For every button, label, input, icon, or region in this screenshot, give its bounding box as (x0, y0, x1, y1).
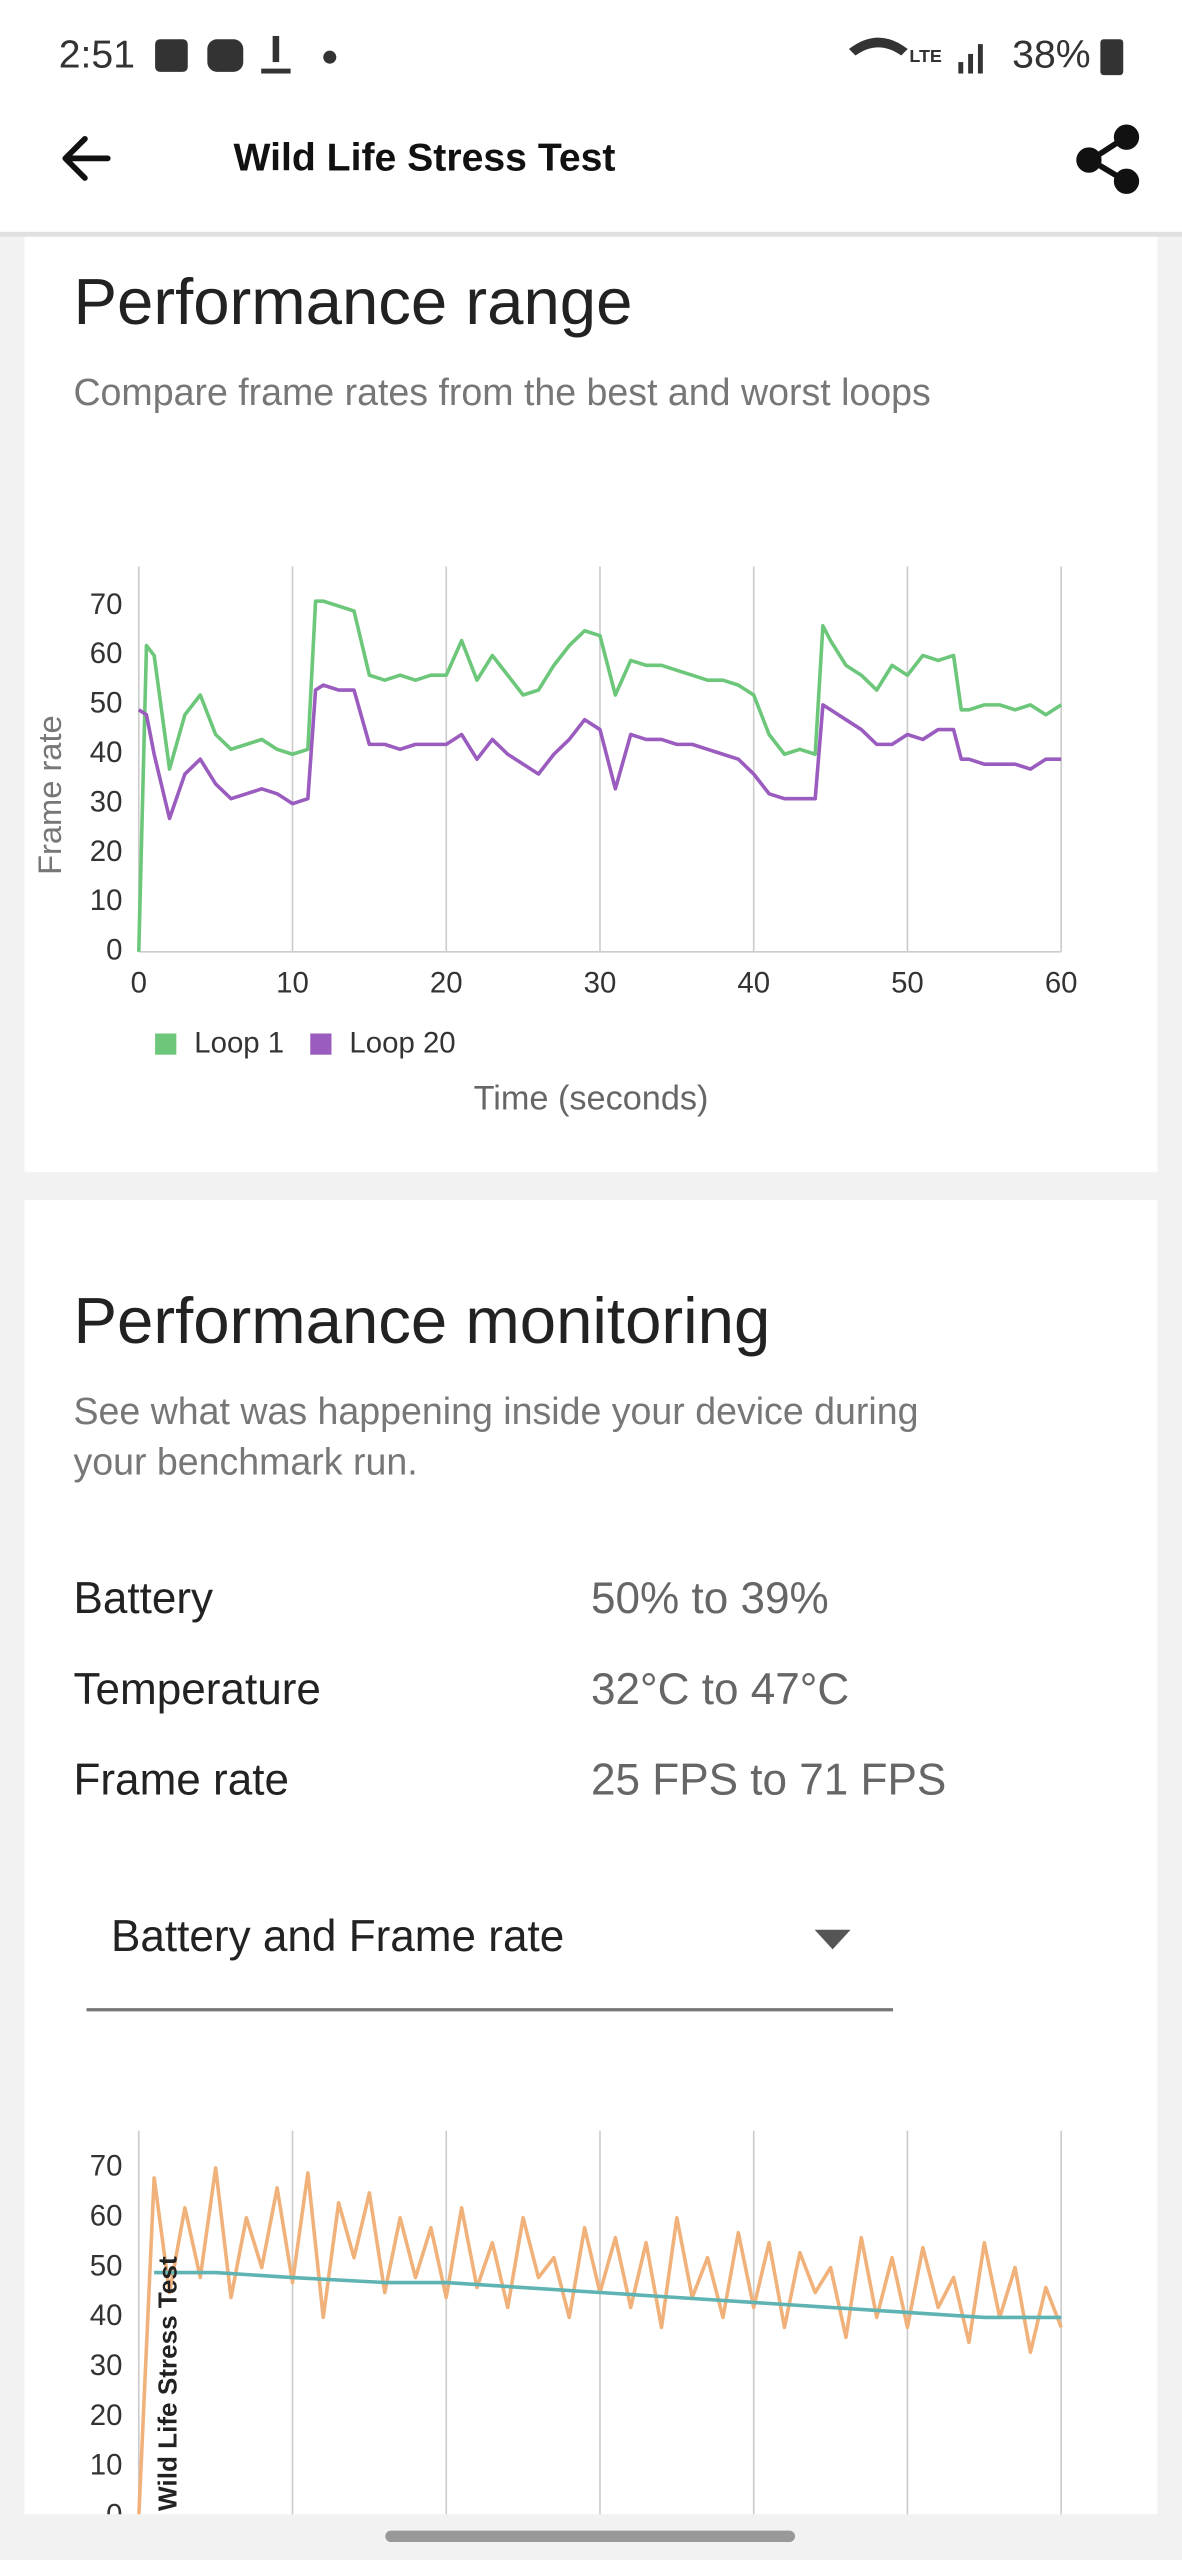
status-time: 2:51 (59, 34, 135, 77)
y-tick-label: 60 (90, 2200, 123, 2233)
series-line (154, 2270, 1062, 2320)
stats: Battery 50% to 39% Temperature 32°C to 47°C… (73, 1574, 946, 1804)
top-area (0, 0, 1182, 232)
share-button[interactable] (1076, 124, 1140, 194)
y-tick-label: 10 (90, 884, 123, 917)
x-axis-label: Time (seconds) (474, 1079, 709, 1117)
stat-value: 32°C to 47°C (591, 1665, 849, 1714)
stat-label: Frame rate (73, 1755, 289, 1804)
y-tick-label: 40 (90, 736, 123, 769)
y-tick-label: 70 (90, 2150, 123, 2183)
y-tick-label: 50 (90, 2249, 123, 2282)
y-tick-label: 60 (90, 637, 123, 670)
y-tick-label: 20 (90, 2399, 123, 2432)
y-tick-label: 70 (90, 588, 123, 621)
app-bar-shadow (0, 231, 1182, 237)
legend-label: Loop 1 (194, 1027, 284, 1060)
section-subtitle: See what was happening inside your devic… (73, 1390, 918, 1432)
y-tick-label: 30 (90, 785, 123, 818)
app-title: Wild Life Stress Test (233, 136, 615, 179)
status-icons: LTE (155, 35, 1124, 76)
series-line (136, 599, 1063, 952)
status-battery: 38% (1012, 34, 1090, 77)
dropdown-arrow[interactable] (814, 1929, 851, 1950)
y-axis-label: Frame rate (31, 715, 68, 875)
svg-text:LTE: LTE (909, 46, 942, 66)
section-subtitle: Compare frame rates from the best and wo… (73, 371, 930, 413)
series-line (137, 683, 1062, 821)
y-tick-label: 50 (90, 687, 123, 720)
legend-swatch (310, 1033, 332, 1055)
section-subtitle: your benchmark run. (73, 1440, 417, 1482)
chart-annotation: Wild Life Stress Test (153, 2256, 183, 2511)
back-button[interactable] (62, 135, 111, 181)
charts: 0 10 20 30 40 50 60 0 10 20 30 40 50 60 70 Frame rate Ti… (31, 566, 1078, 2531)
legend-swatch (155, 1033, 177, 1055)
x-tick-label: 10 (276, 966, 309, 999)
y-tick-label: 10 (90, 2449, 123, 2482)
section-title: Performance monitoring (73, 1284, 770, 1357)
stat-value: 50% to 39% (591, 1574, 829, 1623)
stat-label: Temperature (73, 1665, 320, 1714)
y-tick-label: 40 (90, 2299, 123, 2332)
x-tick-label: 40 (737, 966, 770, 999)
y-tick-label: 0 (106, 934, 122, 967)
x-tick-label: 0 (131, 966, 147, 999)
dropdown-value[interactable]: Battery and Frame rate (111, 1912, 564, 1961)
stat-value: 25 FPS to 71 FPS (591, 1755, 946, 1804)
home-indicator[interactable] (385, 2530, 796, 2542)
stat-label: Battery (73, 1574, 213, 1623)
x-tick-label: 20 (430, 966, 463, 999)
x-tick-label: 30 (584, 966, 617, 999)
x-tick-label: 50 (891, 966, 924, 999)
legend-label: Loop 20 (349, 1027, 455, 1060)
card (24, 236, 1158, 1173)
x-tick-label: 60 (1045, 966, 1078, 999)
y-tick-label: 20 (90, 835, 123, 868)
section-title: Performance range (73, 265, 632, 338)
y-tick-label: 30 (90, 2349, 123, 2382)
